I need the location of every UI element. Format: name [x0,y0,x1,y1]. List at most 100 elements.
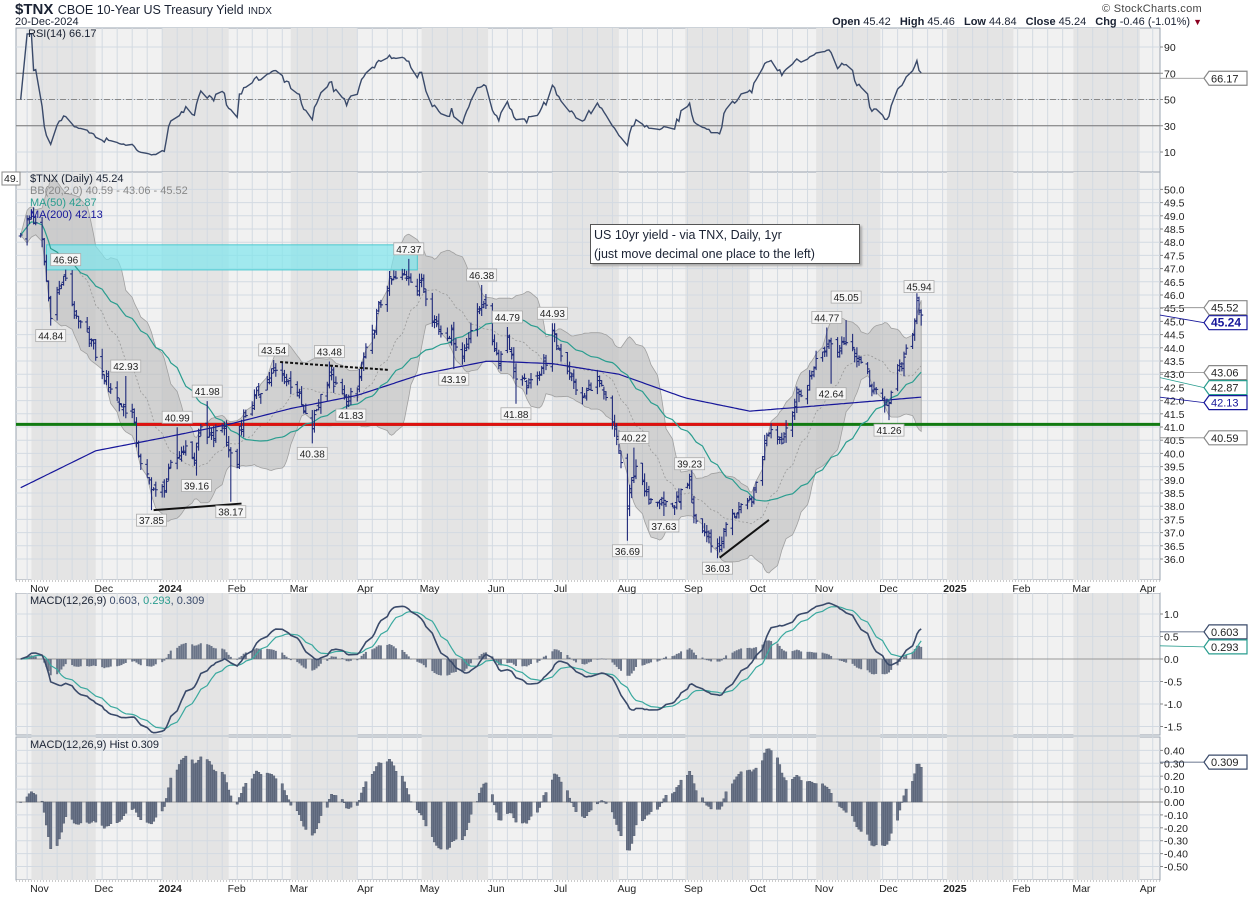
price-label: 39.23 [677,460,702,471]
macd-hist-bar [842,659,845,662]
hist-bar [889,801,893,834]
hist-bar [154,801,158,818]
macd-hist-bar [692,652,695,659]
macd-hist-bar [643,659,646,665]
macd-histogram-panel [16,748,1160,851]
price-label-box [903,280,935,293]
macd-hist-bar [345,659,348,662]
macd-hist-bar [536,659,539,663]
macd-hist-bar [596,659,599,660]
price-bar [694,513,699,524]
price-bar [865,362,870,375]
macd-hist-bar [437,659,440,676]
hist-bar [285,795,288,803]
macd-legend-signal: 0.293 [143,595,171,607]
macd-hist-bar [317,659,320,667]
price-bar [649,498,653,504]
price-bar [166,463,171,481]
value-tag-text: 45.24 [1211,316,1241,330]
price-label-box [873,423,905,437]
macd-hist-bar [390,644,393,659]
rsi-axis-tick-label: 10 [1164,147,1176,159]
hist-bar [660,801,664,804]
hist-bar [49,801,53,849]
price-bar [303,403,308,415]
month-label: Oct [749,583,765,595]
trendline [153,502,242,512]
macd-hist-bar [424,659,427,668]
value-tag [1203,430,1248,446]
price-bar [554,333,559,351]
macd-hist-bar [463,659,466,671]
hist-bar [829,793,833,803]
macd-hist-bar [461,659,464,673]
value-tag [1203,300,1248,316]
price-bar [559,343,563,362]
price-axis-tick-label: 46.5 [1164,277,1185,289]
price-axis-tick-label: 37.0 [1164,528,1185,540]
price-bar [754,481,759,494]
macd-legend-macd: 0.603 [109,595,137,607]
macd-hist-bar [435,659,438,675]
macd-hist-bar [750,648,753,659]
hist-bar [814,783,818,803]
price-bar [374,308,379,336]
macd-hist-bar [409,658,412,660]
price-bar [844,320,849,346]
hist-bar [274,778,278,803]
macd-hist-bar [566,655,569,659]
price-bar [619,450,623,469]
macd-hist-bar [283,654,286,659]
price-bar [889,390,894,405]
price-bar [799,389,804,398]
price-bar [814,350,819,371]
macd-hist-bar [598,658,601,660]
macd-hist-bar [866,659,869,671]
price-axis-tick-label: 44.0 [1164,343,1185,355]
macd-hist-bar [881,659,884,675]
macd-hist-bar [375,646,378,659]
price-label: 38.17 [218,508,243,519]
macd-hist-bar [379,645,382,659]
hist-bar [649,801,653,812]
macd-hist-bar [392,646,395,659]
macd-hist-bar [662,657,665,659]
macd-hist-bar [791,651,794,659]
price-bar [100,348,105,380]
price-axis-tick-label: 48.0 [1164,237,1185,249]
macd-hist-bar [746,648,749,659]
macd-hist-bar [875,659,878,674]
price-bar [919,309,924,326]
price-label: 36.69 [615,547,640,558]
macd-hist-bar [257,648,260,659]
macd-hist-bar [602,658,605,660]
macd-hist-bar [259,649,262,659]
macd-hist-bar [615,659,618,667]
price-bar [138,453,143,471]
macd-hist-bar [433,659,436,673]
macd-hist-bar [731,652,734,659]
macd-hist-bar [212,647,215,659]
macd-hist-bar [88,659,91,667]
hist-bar [544,792,548,803]
macd-hist-bar [523,659,526,667]
price-label: 42.64 [819,390,844,401]
price-label-box [438,372,470,386]
macd-hist-bar [587,659,590,663]
macd-hist-bar [611,659,614,663]
month-label: Mar [1072,583,1091,595]
macd-hist-bar [161,659,164,663]
price-bar [584,387,589,401]
price-axis-tick-label: 47.5 [1164,250,1185,262]
hist-bar [349,801,353,808]
macd-hist-bar [60,659,63,670]
macd-signal-line [20,606,922,730]
macd-hist-bar [270,649,273,659]
macd-hist-bar [478,655,481,659]
hist-bar [709,801,713,810]
price-bar [145,459,150,478]
price-label: 41.83 [338,411,363,422]
price-bar [318,393,323,414]
hist-bar [109,801,113,824]
